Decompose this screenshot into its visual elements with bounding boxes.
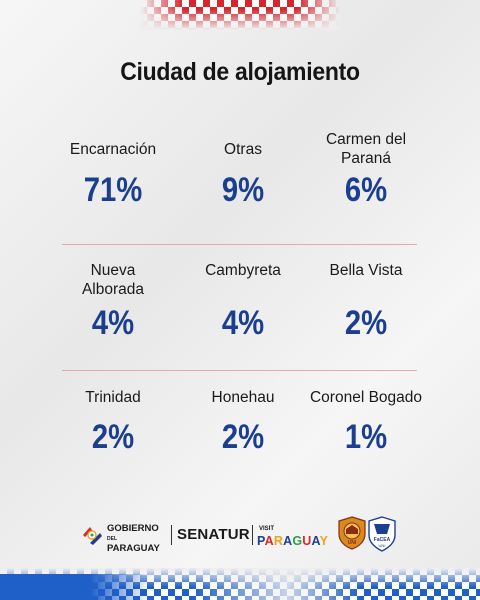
city-name: Carmen del Paraná — [325, 131, 407, 167]
visit-label: VISIT — [259, 526, 275, 532]
city-percent: 2% — [344, 304, 388, 342]
city-card: Encarnación — [38, 140, 188, 159]
city-name: Coronel Bogado — [309, 389, 423, 406]
city-percent: 2% — [91, 418, 135, 456]
city-name: Cambyreta — [205, 262, 281, 279]
city-name: Bella Vista — [329, 262, 403, 279]
city-card: Honehau — [168, 388, 318, 407]
city-percent: 9% — [221, 171, 265, 209]
svg-text:UNI: UNI — [379, 543, 386, 548]
city-card-value: 1% — [291, 417, 441, 457]
city-percent: 2% — [221, 418, 265, 456]
row-divider — [62, 370, 417, 371]
city-card: Carmen del Paraná — [291, 130, 441, 168]
row-divider — [62, 244, 417, 245]
city-name: Trinidad — [85, 389, 141, 406]
city-card: Coronel Bogado — [291, 388, 441, 407]
senatur-logo: SENATUR — [177, 526, 250, 543]
city-card: Nueva Alborada — [38, 261, 188, 299]
footer-separator — [252, 525, 253, 545]
city-card: Otras — [168, 140, 318, 159]
city-name: Honehau — [211, 389, 275, 406]
city-card-value: 2% — [38, 417, 188, 457]
city-card: Cambyreta — [168, 261, 318, 280]
gobierno-line2: PARAGUAY — [107, 543, 160, 554]
city-card: Trinidad — [38, 388, 188, 407]
city-percent: 71% — [83, 171, 143, 209]
facea-seal-icon: FaCEA UNI — [368, 516, 396, 552]
city-name: Otras — [224, 141, 262, 158]
city-card-value: 6% — [291, 170, 441, 210]
city-card: Bella Vista — [291, 261, 441, 280]
city-card-value: 2% — [168, 417, 318, 457]
city-card-value: 71% — [38, 170, 188, 210]
city-card-value: 4% — [168, 303, 318, 343]
gobierno-paraguay-logo-icon — [83, 527, 102, 545]
footer-separator — [171, 525, 172, 545]
svg-text:UNI: UNI — [348, 540, 357, 546]
footer-logos: GOBIERNO DEL PARAGUAY SENATUR VISIT PARA… — [0, 516, 480, 556]
city-percent: 4% — [91, 304, 135, 342]
top-checker-fade — [140, 0, 340, 30]
city-percent: 6% — [344, 171, 388, 209]
visit-paraguay-logo: PARAGUAY — [257, 534, 329, 548]
city-name: Encarnación — [69, 141, 157, 158]
gobierno-del: DEL — [107, 536, 117, 542]
university-seal-icon: UNI — [338, 516, 366, 550]
gobierno-paraguay-wordmark: GOBIERNO DEL PARAGUAY — [107, 524, 171, 554]
svg-text:FaCEA: FaCEA — [374, 537, 391, 543]
city-card-value: 2% — [291, 303, 441, 343]
city-percent: 4% — [221, 304, 265, 342]
city-percent: 1% — [344, 418, 388, 456]
gobierno-line1: GOBIERNO — [107, 523, 159, 534]
bottom-blue-bar — [0, 574, 150, 600]
page-title: Ciudad de alojamiento — [120, 58, 360, 86]
city-card-value: 4% — [38, 303, 188, 343]
city-card-value: 9% — [168, 170, 318, 210]
city-name: Nueva Alborada — [81, 262, 145, 298]
